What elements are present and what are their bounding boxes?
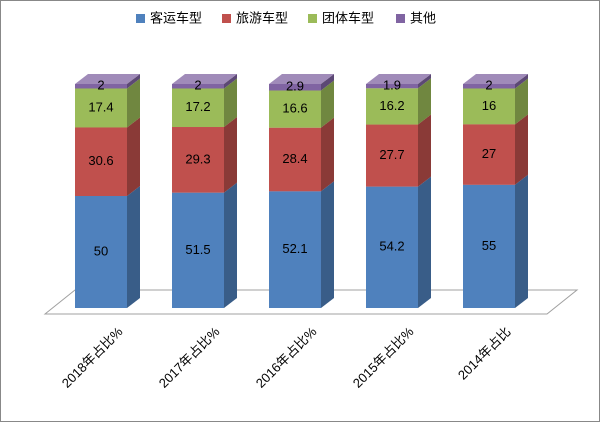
- bar-side: [224, 117, 237, 193]
- bar-front: [366, 186, 418, 308]
- bar-front: [172, 192, 224, 308]
- bar-side: [418, 176, 431, 308]
- bar-side: [127, 117, 140, 196]
- bar-segment: [75, 74, 140, 89]
- bar-top: [75, 74, 140, 84]
- bar-side: [515, 78, 528, 125]
- bar-front: [463, 124, 515, 185]
- data-label: 28.4: [282, 151, 307, 166]
- bar-side: [418, 78, 431, 125]
- bar-segment: [269, 74, 334, 91]
- bar-side: [321, 80, 334, 128]
- bar-segment: [269, 181, 334, 308]
- bar-front: [75, 84, 127, 89]
- legend-label: 客运车型: [150, 10, 202, 25]
- legend-label: 团体车型: [322, 10, 374, 25]
- data-label: 17.4: [88, 99, 113, 114]
- legend-label: 其他: [410, 10, 436, 25]
- bar-side: [224, 182, 237, 308]
- bar-front: [269, 84, 321, 91]
- legend-label: 旅游车型: [236, 10, 288, 25]
- bar-front: [366, 84, 418, 89]
- bar-front: [463, 184, 515, 308]
- data-label: 17.2: [185, 99, 210, 114]
- bar-side: [321, 117, 334, 192]
- bar-front: [269, 127, 321, 192]
- data-label: 2: [97, 78, 104, 93]
- bar-top: [269, 74, 334, 84]
- data-label: 52.1: [282, 241, 307, 256]
- legend-swatch: [136, 14, 145, 23]
- data-label: 2: [485, 78, 492, 93]
- bar-front: [172, 84, 224, 89]
- data-label: 16.2: [379, 98, 404, 113]
- bar-front: [75, 88, 127, 128]
- bar-segment: [172, 74, 237, 89]
- bar-top: [463, 74, 528, 84]
- bar-segment: [463, 74, 528, 89]
- data-label: 27.7: [379, 147, 404, 162]
- legend-swatch: [222, 14, 231, 23]
- bar-front: [269, 191, 321, 308]
- bar-front: [463, 84, 515, 89]
- data-label: 50: [94, 243, 108, 258]
- bar-front: [366, 88, 418, 125]
- data-label: 27: [482, 146, 496, 161]
- data-label: 2: [194, 78, 201, 93]
- bar-side: [224, 78, 237, 128]
- data-label: 29.3: [185, 151, 210, 166]
- bar-side: [321, 181, 334, 308]
- data-label: 55: [482, 238, 496, 253]
- bar-side: [127, 74, 140, 89]
- bar-side: [515, 74, 528, 89]
- bar-side: [515, 114, 528, 185]
- legend-swatch: [308, 14, 317, 23]
- bar-front: [172, 127, 224, 193]
- data-label: 2.9: [286, 79, 304, 94]
- bar-side: [418, 114, 431, 187]
- bar-front: [366, 124, 418, 187]
- bar-side: [418, 74, 431, 89]
- bar-front: [172, 88, 224, 128]
- bar-side: [515, 174, 528, 308]
- bar-side: [224, 74, 237, 89]
- bar-front: [75, 196, 127, 308]
- data-label: 51.5: [185, 242, 210, 257]
- bar-front: [463, 88, 515, 125]
- data-label: 16: [482, 98, 496, 113]
- data-label: 54.2: [379, 239, 404, 254]
- bar-segment: [172, 117, 237, 193]
- bar-segment: [366, 74, 431, 89]
- bar-front: [75, 127, 127, 196]
- data-label: 16.6: [282, 101, 307, 116]
- bar-top: [366, 74, 431, 84]
- data-label: 30.6: [88, 153, 113, 168]
- bar-front: [269, 90, 321, 128]
- bar-side: [127, 186, 140, 308]
- data-label: 1.9: [383, 78, 401, 93]
- bar-side: [321, 74, 334, 91]
- bar-side: [127, 78, 140, 128]
- bar-top: [172, 74, 237, 84]
- legend-swatch: [396, 14, 405, 23]
